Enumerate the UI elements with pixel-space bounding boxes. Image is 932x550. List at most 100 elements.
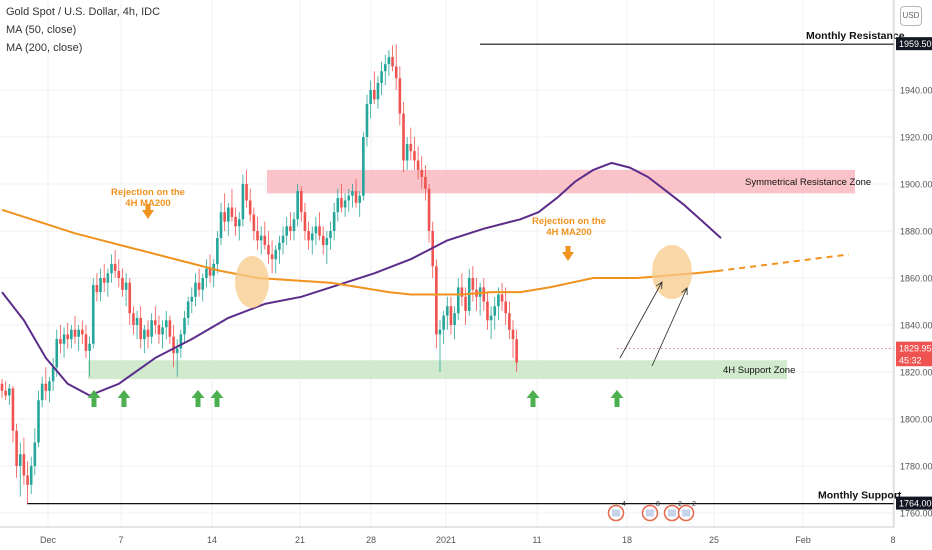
x-tick-label: 28 xyxy=(366,535,376,545)
y-tick-label: 1920.00 xyxy=(900,133,932,143)
flag-icon xyxy=(646,509,654,517)
zone-rect xyxy=(267,169,855,194)
candle-body xyxy=(194,282,197,297)
candle-body xyxy=(77,329,80,337)
x-tick-label: 7 xyxy=(118,535,123,545)
candle-body xyxy=(420,169,424,177)
flag-icon xyxy=(668,509,676,517)
candle-body xyxy=(347,195,351,201)
ma-line xyxy=(1,208,718,296)
candle-body xyxy=(413,151,416,161)
candle-body xyxy=(201,278,205,290)
zone-label: 4H Support Zone xyxy=(723,365,795,376)
candle-body xyxy=(511,329,515,340)
candle-body xyxy=(143,329,146,340)
candle-body xyxy=(332,212,336,231)
candle-body xyxy=(486,301,489,321)
candle-body xyxy=(435,266,438,335)
candle-body xyxy=(493,306,497,316)
candle-body xyxy=(442,315,445,330)
candle-body xyxy=(380,71,383,83)
event-badge-count: 4 xyxy=(622,501,626,508)
candle-body xyxy=(110,263,113,274)
candle-body xyxy=(11,388,15,431)
x-tick-label: 25 xyxy=(709,535,719,545)
annotation-line1: Rejection on the xyxy=(532,216,606,227)
candle-body xyxy=(318,226,321,236)
candle-body xyxy=(252,214,256,231)
candle-body xyxy=(121,278,124,290)
y-tick-label: 1860.00 xyxy=(900,274,932,284)
candle-body xyxy=(208,268,212,276)
price-marker-label: 45:32 xyxy=(899,355,922,365)
price-marker xyxy=(896,37,932,51)
candle-body xyxy=(8,388,11,396)
candle-body xyxy=(307,231,310,241)
candle-body xyxy=(329,231,332,239)
candle-body xyxy=(358,195,361,203)
candle-body xyxy=(300,191,303,213)
candle-body xyxy=(81,329,84,335)
currency-button[interactable]: USD xyxy=(900,6,922,26)
candle-body xyxy=(267,245,270,255)
candle-body xyxy=(241,184,245,220)
price-marker xyxy=(896,341,932,355)
y-tick-label: 1760.00 xyxy=(900,509,932,519)
moving-averages-layer xyxy=(1,161,849,397)
candle-body xyxy=(88,343,91,351)
candle-body xyxy=(154,320,157,325)
candle-body xyxy=(157,325,161,335)
price-marker-label: 1829.95 xyxy=(899,344,932,354)
candle-body xyxy=(29,466,33,485)
event-badge-count: 8 xyxy=(656,501,660,508)
x-tick-label: Dec xyxy=(40,535,57,545)
candle-body xyxy=(497,294,500,307)
candle-body xyxy=(62,334,66,344)
ma-line xyxy=(1,161,722,397)
candle-body xyxy=(37,400,40,443)
projection-arrow-head xyxy=(656,281,663,290)
candle-body xyxy=(471,278,475,290)
candle-body xyxy=(197,282,201,290)
candle-body xyxy=(369,90,372,105)
ma200-legend: MA (200, close) xyxy=(6,42,83,54)
candle-body xyxy=(124,282,128,290)
candle-body xyxy=(175,348,179,354)
flag-icon xyxy=(612,509,620,517)
candle-body xyxy=(515,339,518,363)
x-tick-label: 21 xyxy=(295,535,305,545)
candle-body xyxy=(18,454,22,466)
candle-body xyxy=(409,144,413,152)
candle-body xyxy=(281,235,285,243)
x-tick-label: 18 xyxy=(622,535,632,545)
candle-body xyxy=(139,317,142,340)
candle-body xyxy=(383,64,387,72)
projection-arrow xyxy=(619,281,663,359)
candle-body xyxy=(161,327,164,335)
candle-body xyxy=(289,226,292,231)
candle-body xyxy=(427,188,431,231)
candle-body xyxy=(343,200,347,208)
x-tick-label: 11 xyxy=(532,535,541,545)
candle-body xyxy=(354,191,358,203)
candle-body xyxy=(489,315,493,321)
y-tick-label: 1820.00 xyxy=(900,368,932,378)
candle-body xyxy=(456,287,460,314)
candle-body xyxy=(40,383,44,401)
up-arrow-icon xyxy=(87,390,101,407)
candle-body xyxy=(373,90,376,100)
price-marker-label: 1764.00 xyxy=(899,499,932,509)
candle-body xyxy=(48,381,51,391)
flag-icon xyxy=(682,509,690,517)
candle-body xyxy=(340,198,343,208)
candle-body xyxy=(285,226,288,236)
candle-body xyxy=(336,198,340,213)
candle-body xyxy=(128,282,132,314)
candle-body xyxy=(227,207,230,222)
candle-body xyxy=(237,219,241,227)
candle-body xyxy=(186,301,190,318)
candle-body xyxy=(394,66,398,79)
